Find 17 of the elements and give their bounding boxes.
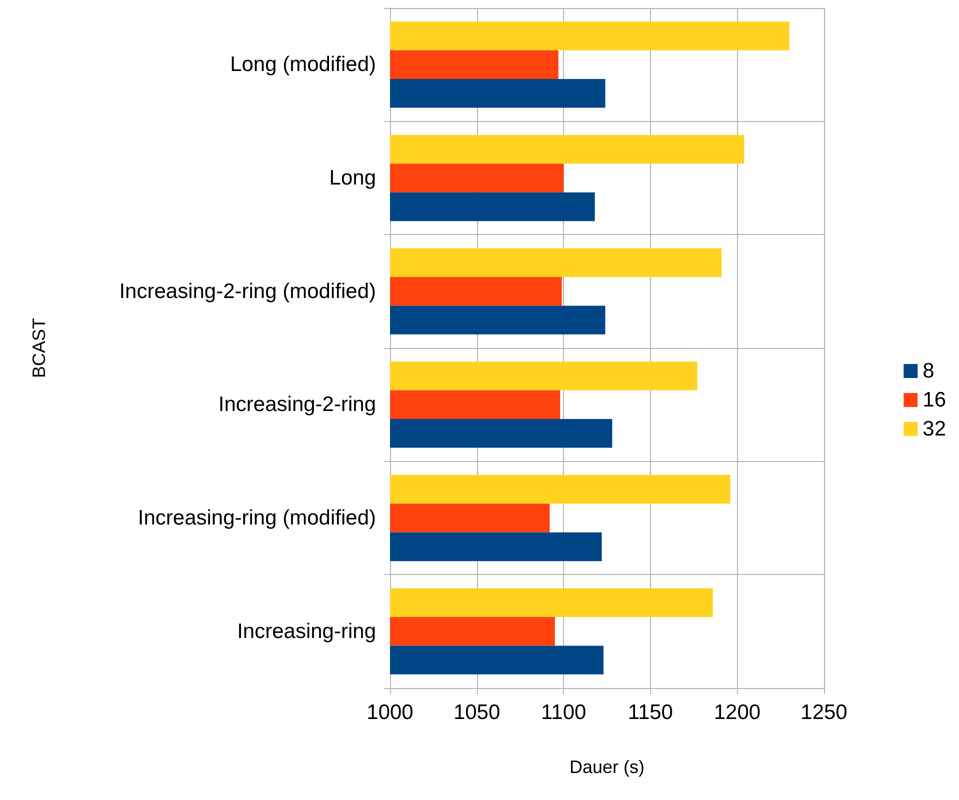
legend-label: 8 <box>922 360 934 382</box>
y-tick-label: Increasing-ring <box>237 620 376 643</box>
legend-label: 16 <box>922 388 946 412</box>
legend-label: 32 <box>922 418 946 440</box>
x-tick-label: 1000 <box>366 701 414 724</box>
y-tick-label: Increasing-ring (modified) <box>138 506 376 530</box>
y-axis-title: BCAST <box>29 318 49 378</box>
x-tick-label: 1250 <box>800 701 848 724</box>
x-tick-label: 1100 <box>541 701 586 724</box>
y-tick-label: Increasing-2-ring (modified) <box>119 280 376 303</box>
y-tick-label: Long (modified) <box>230 53 376 76</box>
x-tick-label: 1150 <box>628 701 673 724</box>
x-tick-label: 1200 <box>714 701 761 724</box>
y-tick-label: Increasing-2-ring <box>218 393 376 416</box>
y-tick-label: Long <box>329 166 376 190</box>
x-axis-title: Dauer (s) <box>569 757 645 777</box>
x-tick-label: 1050 <box>453 701 500 724</box>
